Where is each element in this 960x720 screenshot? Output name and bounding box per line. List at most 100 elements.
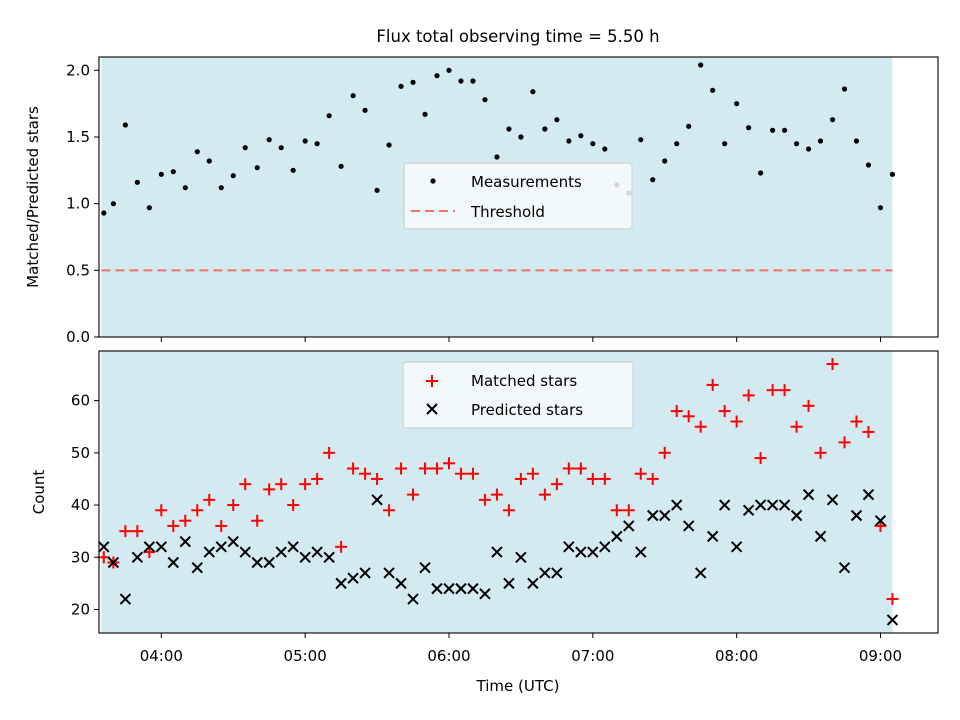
bottom-y-ticks: 20 30 40 50 60: [71, 392, 99, 619]
y-tick-label: 2.0: [66, 61, 90, 79]
measurement-point: [422, 111, 428, 117]
predicted-star-point: [251, 556, 263, 569]
matched-star-point: [826, 358, 839, 371]
matched-star-point: [191, 504, 204, 517]
measurement-point: [158, 171, 164, 177]
predicted-star-point: [778, 499, 791, 511]
measurement-point: [434, 73, 440, 79]
predicted-star-point: [155, 541, 168, 553]
predicted-star-point: [814, 530, 827, 543]
chart-title: Flux total observing time = 5.50 h: [376, 27, 659, 46]
measurement-point: [218, 185, 224, 191]
predicted-star-point: [682, 520, 695, 532]
y-tick-label: 0.0: [66, 328, 90, 346]
matched-star-point: [562, 462, 575, 475]
predicted-star-point: [539, 567, 551, 579]
matched-star-point: [263, 483, 276, 496]
predicted-star-point: [98, 541, 110, 553]
bottom-legend-box: [402, 361, 634, 429]
predicted-star-point: [215, 541, 227, 553]
matched-star-point: [287, 499, 300, 512]
matched-star-point: [299, 478, 312, 491]
bottom-x-axis-label: Time (UTC): [476, 677, 560, 695]
measurement-point: [494, 154, 500, 160]
matched-star-point: [490, 488, 503, 501]
matched-star-point: [179, 514, 192, 527]
top-legend-box: [403, 162, 633, 230]
predicted-star-point: [587, 546, 599, 558]
measurement-point: [254, 165, 260, 171]
predicted-star-point: [179, 535, 192, 548]
count-points: [97, 358, 899, 626]
bottom-y-axis-label: Count: [30, 470, 48, 515]
measurement-point: [805, 146, 812, 152]
matched-star-point: [682, 410, 695, 423]
measurement-point: [170, 169, 176, 175]
predicted-star-point: [503, 577, 515, 590]
matched-star-point: [430, 462, 443, 475]
predicted-star-point: [443, 582, 455, 595]
predicted-star-point: [299, 551, 311, 563]
measurement-point: [638, 137, 644, 143]
measurement-point: [146, 205, 152, 211]
legend-predicted-label: Predicted stars: [471, 401, 583, 419]
bottom-panel: 20 30 40 50 60 04:00 05:00 06:00 07:00 08:00 09:0…: [30, 350, 939, 695]
predicted-star-point: [766, 499, 779, 511]
measurement-point: [710, 87, 716, 93]
measurement-point: [698, 62, 704, 68]
measurement-point: [865, 162, 872, 168]
matched-star-point: [359, 467, 372, 480]
measurement-point: [314, 141, 320, 147]
predicted-star-point: [167, 556, 180, 569]
matched-star-point: [550, 478, 563, 491]
measurement-point: [746, 125, 752, 131]
predicted-star-point: [335, 577, 347, 590]
legend-predicted-marker: [426, 403, 438, 415]
matched-star-point: [167, 519, 180, 532]
measurement-point: [769, 127, 776, 133]
matched-star-point: [862, 425, 875, 438]
measurement-point: [326, 113, 332, 119]
y-tick-label: 0.5: [66, 261, 90, 279]
x-tick-label: 07:00: [571, 647, 614, 665]
matched-star-point: [215, 519, 228, 532]
matched-star-point: [634, 467, 647, 480]
top-legend: Measurements Threshold: [403, 162, 633, 230]
measurement-point: [829, 117, 836, 123]
matched-star-point: [119, 525, 132, 538]
matched-star-point: [706, 378, 719, 391]
measurement-point: [386, 142, 392, 148]
measurement-point: [290, 167, 296, 173]
predicted-star-point: [754, 499, 767, 511]
matched-star-point: [466, 467, 479, 480]
measurement-point: [110, 201, 116, 207]
y-tick-label: 60: [71, 392, 90, 410]
x-tick-label: 06:00: [427, 647, 470, 665]
measurement-point: [458, 78, 464, 84]
matched-star-point: [802, 399, 815, 412]
matched-star-point: [454, 467, 467, 480]
matched-star-point: [502, 504, 515, 517]
matched-star-point: [670, 405, 683, 418]
predicted-star-point: [419, 562, 431, 574]
measurement-point: [206, 158, 212, 164]
matched-star-point: [239, 478, 252, 491]
matched-star-point: [395, 462, 408, 475]
measurement-point: [338, 163, 344, 169]
predicted-star-point: [862, 488, 875, 501]
predicted-star-point: [407, 593, 419, 605]
predicted-star-point: [107, 556, 120, 569]
matched-star-point: [442, 457, 455, 470]
predicted-star-point: [527, 577, 539, 590]
legend-matched-label: Matched stars: [471, 372, 577, 390]
measurement-point: [398, 83, 404, 89]
measurement-point: [470, 78, 476, 84]
measurement-point: [302, 138, 308, 144]
x-tick-label: 05:00: [284, 647, 327, 665]
measurement-point: [122, 122, 128, 128]
predicted-star-point: [515, 551, 527, 563]
predicted-star-point: [826, 494, 839, 506]
measurement-point: [134, 179, 140, 185]
predicted-star-point: [239, 546, 251, 558]
predicted-star-point: [599, 541, 611, 553]
